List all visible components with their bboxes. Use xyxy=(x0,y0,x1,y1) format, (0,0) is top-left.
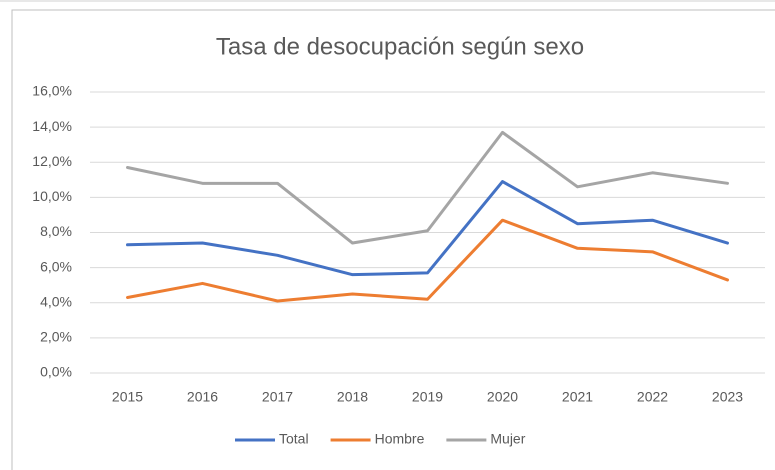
x-tick-label: 2016 xyxy=(187,389,218,405)
chart-border xyxy=(11,9,775,470)
series-line xyxy=(126,180,729,277)
y-tick-label: 2,0% xyxy=(40,329,72,345)
x-tick-label: 2019 xyxy=(412,389,443,405)
legend-label: Hombre xyxy=(375,431,425,447)
x-tick-label: 2020 xyxy=(487,389,518,405)
x-tick-label: 2017 xyxy=(262,389,293,405)
x-tick-label: 2015 xyxy=(112,389,143,405)
y-tick-label: 16,0% xyxy=(32,83,72,99)
x-tick-label: 2023 xyxy=(712,389,743,405)
y-tick-label: 4,0% xyxy=(40,293,72,309)
series-line xyxy=(126,130,729,245)
legend-label: Mujer xyxy=(490,431,525,447)
y-tick-label: 8,0% xyxy=(40,223,72,239)
y-tick-label: 6,0% xyxy=(40,258,72,274)
y-tick-label: 14,0% xyxy=(32,118,72,134)
chart-title: Tasa de desocupación según sexo xyxy=(216,33,584,60)
y-tick-label: 10,0% xyxy=(32,188,72,204)
x-tick-label: 2021 xyxy=(562,389,593,405)
y-tick-label: 12,0% xyxy=(32,153,72,169)
x-tick-label: 2022 xyxy=(637,389,668,405)
x-tick-label: 2018 xyxy=(337,389,368,405)
y-tick-label: 0,0% xyxy=(40,364,72,380)
legend-label: Total xyxy=(279,431,309,447)
series-line xyxy=(126,218,729,303)
